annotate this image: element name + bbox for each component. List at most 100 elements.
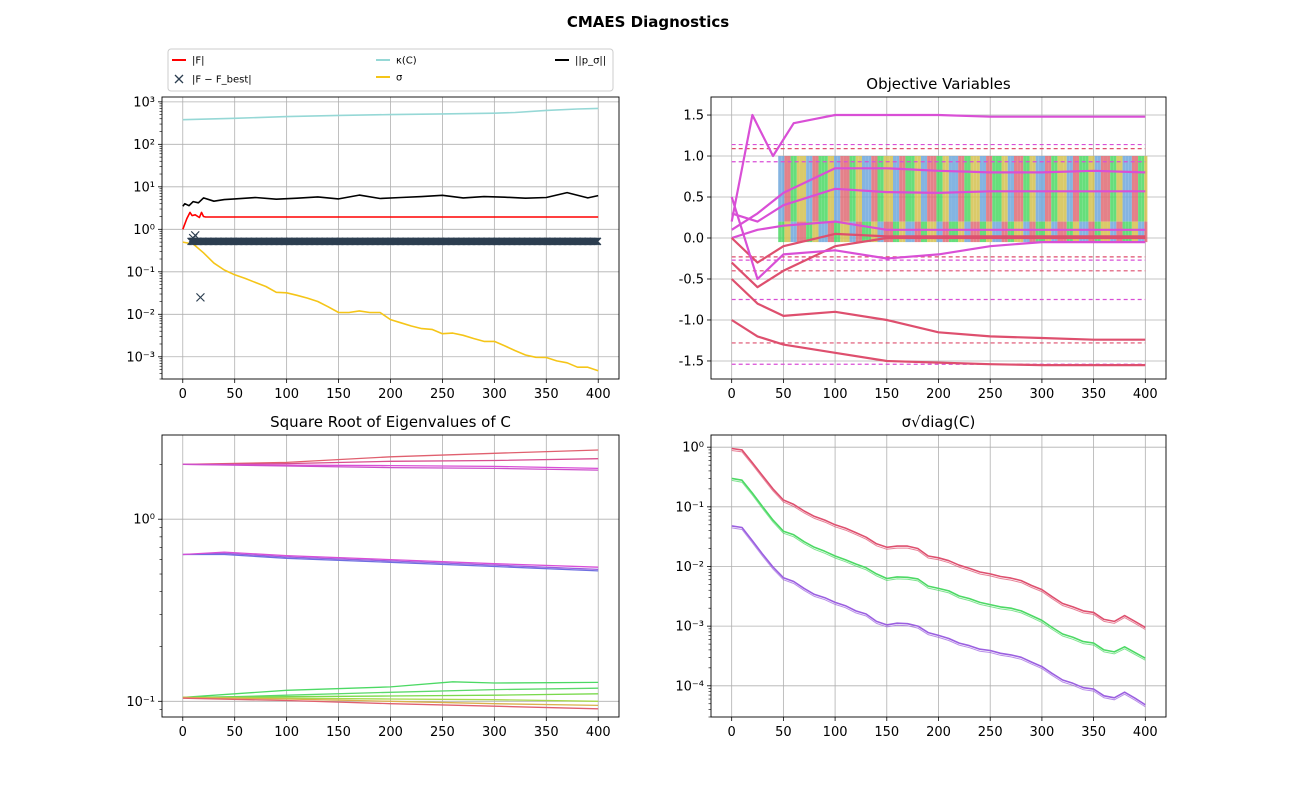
x-tick-label: 100 xyxy=(823,387,848,402)
series-line xyxy=(182,551,599,568)
x-tick-label: 200 xyxy=(378,387,403,402)
band-strip xyxy=(1113,156,1117,222)
y-tick-label: 10⁻¹ xyxy=(126,695,155,710)
band-strip xyxy=(889,156,893,222)
band-strip xyxy=(927,156,931,222)
band-strip xyxy=(883,156,887,222)
band-strip xyxy=(1001,221,1005,243)
band-strip xyxy=(1091,221,1095,243)
band-strip xyxy=(1110,221,1114,243)
y-tick-label: 10⁻¹ xyxy=(126,265,155,280)
band-strip xyxy=(955,156,959,222)
band-strip xyxy=(865,221,869,243)
series-line xyxy=(731,167,1146,231)
band-strip xyxy=(1032,156,1036,222)
x-tick-label: 300 xyxy=(1029,387,1054,402)
plot-area xyxy=(730,113,1148,367)
band-strip xyxy=(793,221,797,243)
band-strip xyxy=(908,221,912,243)
band-strip xyxy=(843,221,847,243)
band-strip xyxy=(976,221,980,243)
band-strip xyxy=(924,221,928,243)
band-strip xyxy=(1057,221,1061,243)
band-strip xyxy=(1138,156,1142,222)
x-tick-label: 350 xyxy=(1081,387,1106,402)
x-marker xyxy=(590,237,599,246)
band-strip xyxy=(1144,221,1148,243)
x-tick-label: 300 xyxy=(1029,725,1054,740)
band-strip xyxy=(787,221,791,243)
band-strip xyxy=(1072,221,1077,243)
x-marker xyxy=(190,230,200,240)
band-strip xyxy=(896,221,900,243)
band-strip xyxy=(1063,221,1067,243)
band-strip xyxy=(1122,156,1126,222)
y-tick-label: 10³ xyxy=(133,95,155,110)
band-strip xyxy=(1066,156,1070,222)
band-strip xyxy=(973,221,977,243)
series-line xyxy=(182,211,599,230)
series-line xyxy=(182,107,599,121)
band-strip xyxy=(1023,221,1027,243)
band-strip xyxy=(799,156,804,222)
band-strip xyxy=(908,156,912,222)
band-strip xyxy=(948,221,952,243)
band-strip xyxy=(821,221,825,243)
y-tick-label: 1.5 xyxy=(683,109,704,124)
band-strip xyxy=(1020,156,1024,222)
band-strip xyxy=(1069,221,1073,243)
band-strip xyxy=(806,156,810,222)
series-line xyxy=(182,191,599,207)
x-tick-label: 150 xyxy=(874,725,899,740)
legend-label: |F| xyxy=(192,56,205,67)
band-strip xyxy=(917,221,921,243)
band-strip xyxy=(945,221,949,243)
x-marker xyxy=(589,237,598,246)
series-line xyxy=(182,696,599,707)
band-strip xyxy=(796,156,800,222)
series-line xyxy=(731,319,1146,367)
band-strip xyxy=(1128,221,1132,243)
band-strip xyxy=(840,221,844,243)
x-tick-label: 400 xyxy=(586,387,611,402)
band-strip xyxy=(815,221,819,243)
series-line xyxy=(182,553,599,572)
x-tick-label: 350 xyxy=(534,387,559,402)
band-strip xyxy=(837,221,841,243)
band-strip xyxy=(967,221,971,243)
band-strip xyxy=(1041,156,1046,222)
x-axis: 0 50 100 150 200 250 300 350 400 xyxy=(179,717,611,740)
band-strip xyxy=(1029,221,1033,243)
band-strip xyxy=(979,221,983,243)
x-tick-label: 100 xyxy=(274,725,299,740)
band-strip xyxy=(778,221,782,243)
band-strip xyxy=(958,221,962,243)
band-strip xyxy=(1032,221,1036,243)
band-strip xyxy=(989,221,993,243)
band-strip xyxy=(961,221,965,243)
series-line-shadow xyxy=(731,450,1146,630)
panel-title: Objective Variables xyxy=(866,75,1011,93)
legend-swatch xyxy=(174,74,184,84)
band-strip xyxy=(992,221,996,243)
band-strip xyxy=(1054,221,1058,243)
band-strip xyxy=(877,156,881,222)
y-axis: 10⁻¹ 10⁰ xyxy=(126,513,162,710)
x-axis: 0 50 100 150 200 250 300 350 400 xyxy=(728,379,1158,402)
band-strip xyxy=(824,221,828,243)
panel-title: σ√diag(C) xyxy=(902,413,976,431)
band-strip xyxy=(846,221,850,243)
band-strip xyxy=(809,156,813,222)
legend: |F| |F − F_best| κ(C) σ ||p_σ|| xyxy=(167,48,614,92)
band-strip xyxy=(834,221,838,243)
panel-title: Square Root of Eigenvalues of C xyxy=(270,413,511,431)
x-tick-label: 400 xyxy=(1133,387,1158,402)
band-strip xyxy=(1094,156,1098,222)
band-strip xyxy=(893,156,897,222)
series-line xyxy=(182,458,599,466)
band-strip xyxy=(865,156,869,222)
band-strip xyxy=(1125,221,1129,243)
band-strip xyxy=(970,221,974,243)
x-tick-label: 250 xyxy=(978,725,1003,740)
